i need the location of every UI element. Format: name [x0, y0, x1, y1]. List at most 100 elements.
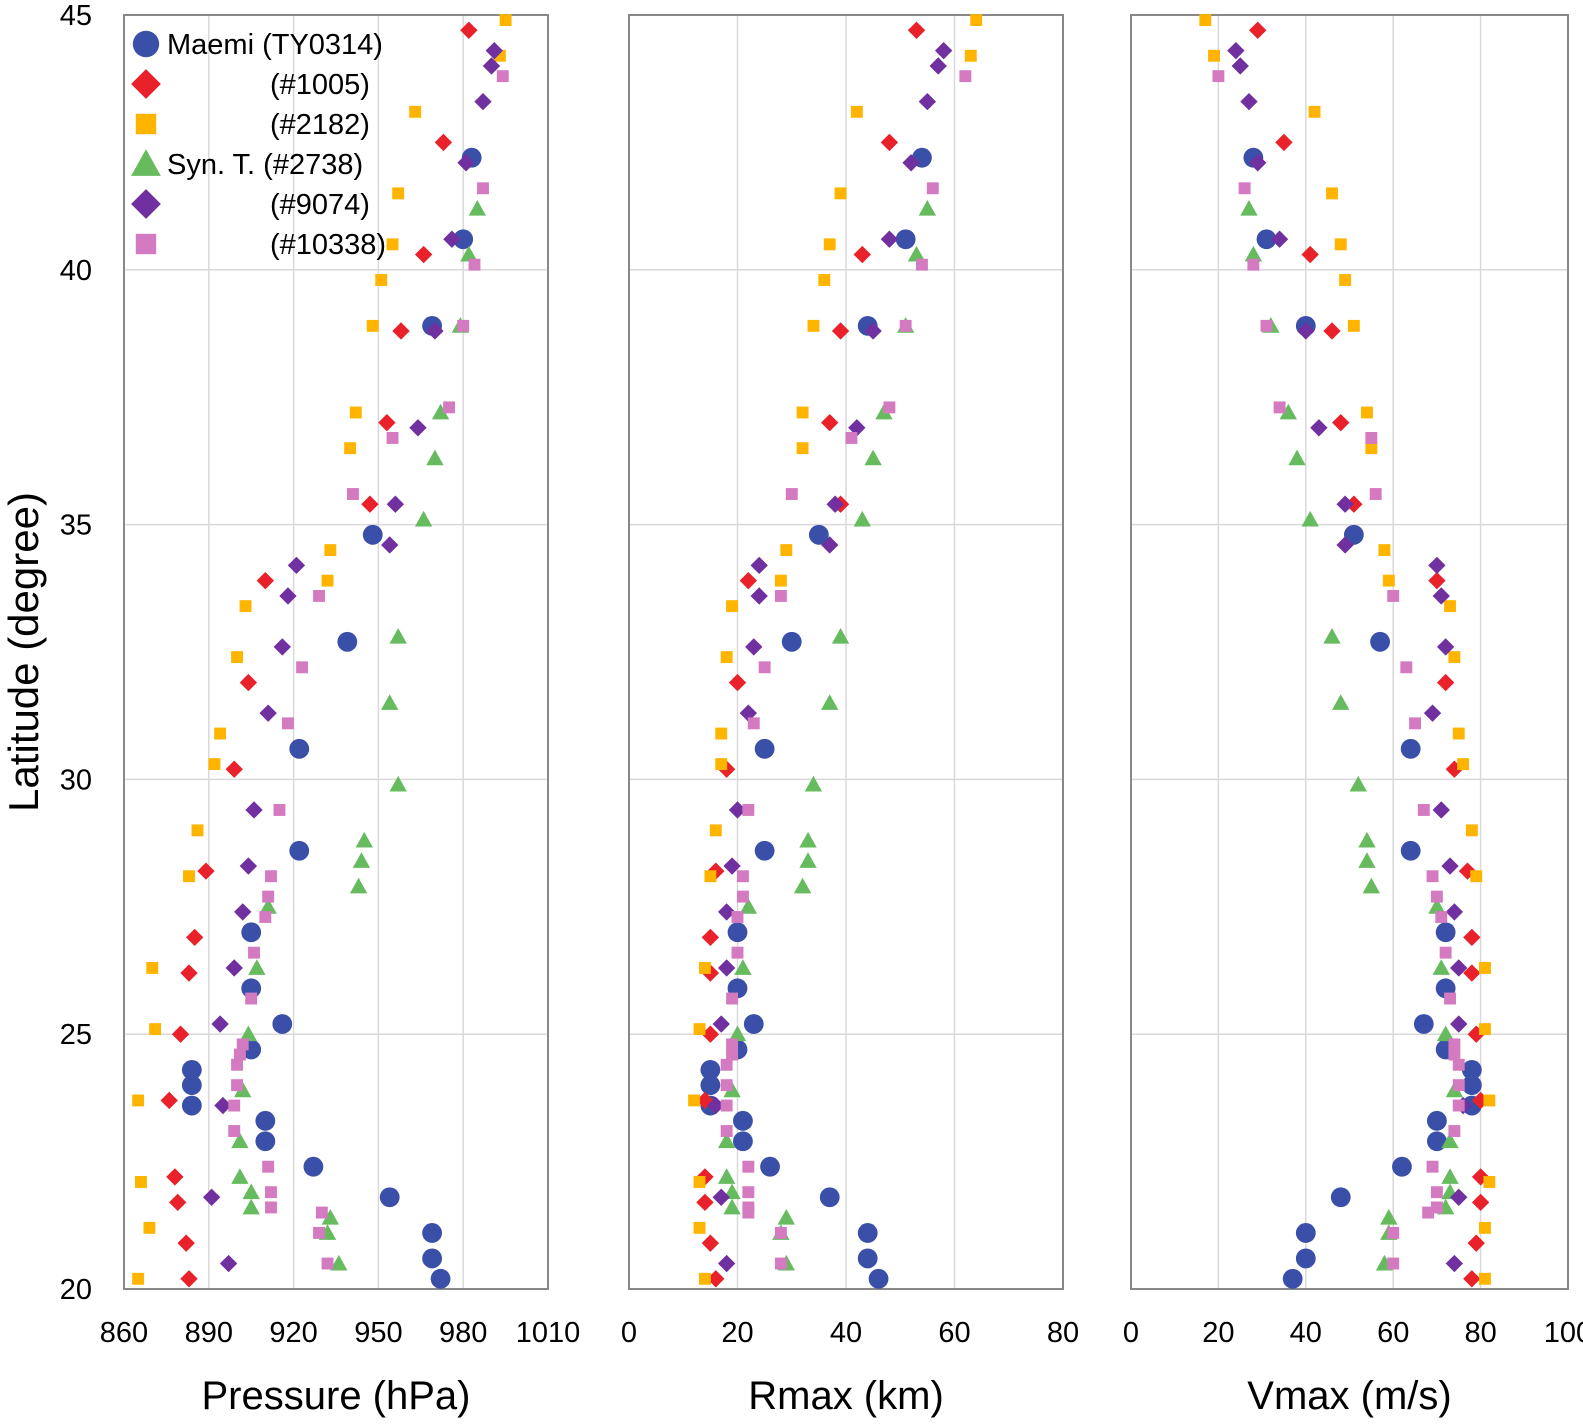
data-point — [245, 992, 258, 1005]
data-point — [321, 574, 334, 587]
data-point — [799, 831, 817, 848]
plot-frame — [628, 14, 1064, 1290]
data-point — [774, 574, 787, 587]
data-point — [231, 1079, 244, 1092]
data-point — [430, 1268, 451, 1289]
data-point — [389, 628, 407, 644]
data-point — [728, 801, 747, 819]
data-point — [1323, 322, 1341, 340]
data-point — [700, 1059, 721, 1080]
data-point — [1483, 1176, 1496, 1188]
data-point — [1282, 1268, 1303, 1289]
data-point — [1343, 524, 1364, 545]
data-point — [739, 571, 758, 590]
data-point — [895, 229, 916, 250]
data-point — [1422, 1206, 1435, 1219]
data-point — [1427, 1131, 1447, 1152]
data-point — [926, 182, 939, 195]
data-point — [255, 1110, 276, 1131]
data-point — [857, 1223, 878, 1243]
data-point — [460, 21, 478, 39]
data-point — [1345, 495, 1363, 513]
data-point — [1231, 57, 1249, 75]
data-point — [785, 488, 798, 500]
data-point — [265, 1201, 277, 1214]
data-point — [1461, 1075, 1482, 1096]
data-point — [831, 628, 850, 644]
data-point — [355, 831, 373, 848]
data-point — [826, 495, 844, 513]
data-point — [496, 70, 509, 83]
data-point — [228, 1099, 241, 1112]
data-point — [693, 1221, 706, 1234]
data-point — [1430, 890, 1443, 903]
data-point — [1479, 1221, 1491, 1234]
data-point — [477, 182, 489, 195]
data-point — [964, 49, 977, 62]
x-tick-label: 0 — [621, 1317, 637, 1349]
data-point — [414, 245, 433, 264]
data-point — [375, 274, 388, 286]
data-point — [379, 1187, 400, 1208]
data-point — [1444, 600, 1456, 613]
data-point — [1273, 401, 1286, 414]
data-point — [723, 857, 741, 875]
data-point — [853, 245, 871, 264]
x-tick-label: 0 — [1123, 1317, 1139, 1349]
data-point — [821, 536, 839, 554]
x-tick-label: 890 — [185, 1317, 233, 1349]
data-point — [918, 92, 937, 111]
data-point — [1347, 319, 1360, 332]
data-point — [696, 1091, 714, 1110]
data-point — [934, 41, 953, 60]
data-point — [1249, 21, 1267, 39]
data-point — [313, 1226, 325, 1239]
data-point — [149, 1023, 162, 1036]
data-point — [780, 544, 793, 557]
data-point — [821, 414, 839, 432]
data-point — [1244, 245, 1263, 262]
data-point — [731, 946, 744, 959]
data-point — [712, 1188, 730, 1206]
data-point — [262, 890, 275, 903]
series-(#2182) — [1199, 14, 1496, 1285]
data-point — [1430, 1201, 1443, 1214]
data-point — [845, 432, 858, 444]
data-point — [1238, 182, 1251, 195]
data-point — [409, 105, 422, 118]
x-tick-label: 60 — [938, 1317, 970, 1349]
data-point — [181, 1075, 202, 1096]
data-point — [774, 589, 787, 602]
data-point — [1279, 403, 1297, 420]
data-point — [132, 1272, 145, 1285]
data-point — [324, 544, 337, 557]
data-point — [696, 1193, 714, 1212]
data-point — [1240, 92, 1258, 111]
data-point — [443, 401, 456, 414]
data-point — [742, 1186, 755, 1199]
data-point — [1428, 571, 1446, 590]
data-point — [273, 804, 286, 816]
data-point — [1457, 758, 1470, 771]
data-point — [1439, 946, 1452, 959]
data-point — [907, 21, 926, 39]
data-point — [468, 199, 487, 216]
data-point — [1417, 804, 1430, 816]
data-point — [1247, 258, 1260, 271]
plot-frame — [1130, 14, 1569, 1290]
legend-label: Maemi (TY0314) — [167, 29, 383, 61]
data-point — [704, 870, 717, 883]
series-Maemi (TY0314) — [1243, 147, 1482, 1289]
data-point — [236, 1038, 249, 1051]
data-point — [1270, 230, 1289, 248]
data-point — [799, 852, 817, 868]
data-point — [1450, 1188, 1468, 1206]
data-point — [821, 694, 839, 710]
legend: Maemi (TY0314) (#1005) (#2182) Syn. T. (#27… — [131, 29, 386, 261]
data-point — [1199, 14, 1212, 27]
data-point — [262, 1160, 275, 1173]
data-point — [742, 1201, 755, 1214]
data-point — [289, 840, 310, 861]
data-point — [273, 638, 291, 656]
data-point — [902, 154, 920, 172]
